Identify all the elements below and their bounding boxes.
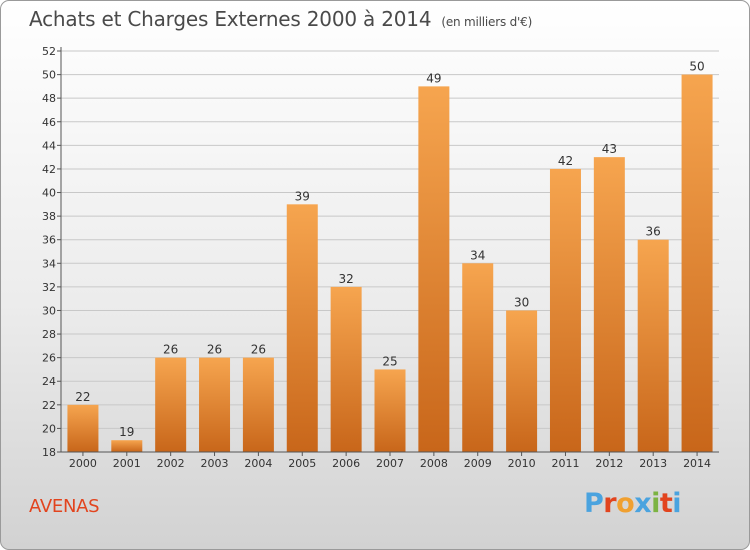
logo-letter: t (659, 488, 673, 519)
y-tick-label: 48 (42, 92, 56, 105)
x-tick-label: 2007 (376, 457, 404, 470)
bar-value-label: 39 (295, 189, 310, 203)
x-tick-label: 2010 (508, 457, 536, 470)
bar (67, 404, 99, 452)
x-tick-label: 2002 (157, 457, 185, 470)
location-label: AVENAS (29, 496, 100, 517)
x-tick-label: 2014 (683, 457, 711, 470)
y-tick-label: 40 (42, 187, 56, 200)
bar (418, 86, 450, 452)
data-labels: 22 19 26 26 26 39 32 25 49 34 30 42 43 36 50 (75, 60, 704, 440)
bar-value-label: 30 (514, 295, 529, 309)
y-tick-label: 36 (42, 234, 56, 247)
bar (462, 263, 494, 452)
x-tick-label: 2012 (595, 457, 623, 470)
y-tick-label: 52 (42, 45, 56, 58)
x-tick-label: 2013 (639, 457, 667, 470)
logo-letter: P (584, 488, 604, 519)
y-tick-label: 50 (42, 69, 56, 82)
logo-letter: r (603, 488, 617, 519)
bar-value-label: 34 (470, 248, 485, 262)
bar-value-label: 25 (382, 354, 397, 368)
x-tick-label: 2008 (420, 457, 448, 470)
x-axis-ticks: 2000 2001 2002 2003 2004 2005 2006 2007 2008 2009… (69, 452, 711, 470)
chart-title-text: Achats et Charges Externes 2000 à 2014 (29, 7, 432, 31)
bar-value-label: 26 (251, 343, 266, 357)
y-tick-label: 18 (42, 446, 56, 459)
y-tick-label: 28 (42, 328, 56, 341)
logo-letter: i (651, 488, 660, 519)
proxiti-logo[interactable]: Proxiti (584, 488, 682, 519)
bar (286, 204, 318, 452)
y-tick-label: 24 (42, 375, 56, 388)
bar (549, 168, 581, 453)
bar (111, 440, 143, 452)
bar (199, 357, 231, 452)
bar-value-label: 49 (426, 71, 441, 85)
y-tick-label: 34 (42, 257, 56, 270)
x-tick-label: 2003 (201, 457, 229, 470)
bar (681, 74, 713, 453)
bar-value-label: 26 (207, 343, 222, 357)
x-tick-label: 2005 (288, 457, 316, 470)
x-tick-label: 2011 (551, 457, 579, 470)
bar-value-label: 22 (75, 390, 90, 404)
x-tick-label: 2000 (69, 457, 97, 470)
bar (242, 357, 274, 452)
bar-value-label: 50 (689, 60, 704, 74)
bar-value-label: 26 (163, 343, 178, 357)
y-tick-label: 46 (42, 116, 56, 129)
bar (374, 369, 406, 452)
y-tick-label: 22 (42, 399, 56, 412)
y-tick-label: 26 (42, 352, 56, 365)
chart-title: Achats et Charges Externes 2000 à 2014 (e… (29, 7, 532, 31)
bar (637, 239, 669, 452)
y-tick-label: 42 (42, 163, 56, 176)
bar (330, 286, 362, 452)
bar (506, 310, 538, 452)
axes (60, 47, 719, 453)
y-tick-label: 44 (42, 139, 56, 152)
bar (155, 357, 187, 452)
bar-value-label: 19 (119, 425, 134, 439)
y-tick-label: 20 (42, 422, 56, 435)
x-tick-label: 2004 (244, 457, 272, 470)
y-tick-label: 38 (42, 210, 56, 223)
bars (67, 74, 713, 453)
logo-letter: i (672, 488, 682, 519)
bar-value-label: 32 (338, 272, 353, 286)
y-tick-label: 30 (42, 304, 56, 317)
y-axis-ticks: 18 20 22 24 26 28 30 32 34 36 38 40 42 44 46 48 50 52 (42, 45, 61, 459)
logo-letter: x (634, 488, 652, 519)
y-tick-label: 32 (42, 281, 56, 294)
bar (593, 157, 625, 452)
bar-value-label: 36 (646, 225, 661, 239)
bar-value-label: 43 (602, 142, 617, 156)
bar-value-label: 42 (558, 154, 573, 168)
x-tick-label: 2001 (113, 457, 141, 470)
x-tick-label: 2006 (332, 457, 360, 470)
logo-letter: o (616, 488, 635, 519)
chart-subtitle: (en milliers d'€) (441, 15, 533, 29)
x-tick-label: 2009 (464, 457, 492, 470)
